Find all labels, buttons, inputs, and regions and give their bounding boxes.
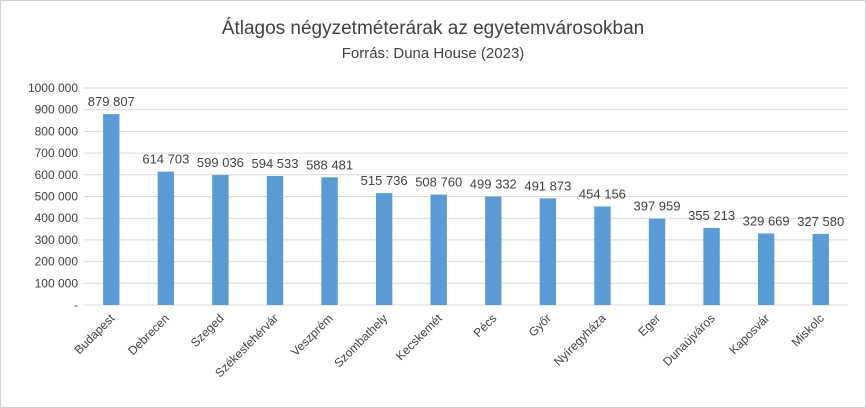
y-tick-label: 900 000 — [35, 103, 79, 117]
bar — [321, 177, 338, 305]
bar — [485, 196, 502, 305]
data-label: 491 873 — [524, 178, 571, 193]
data-label: 397 959 — [634, 199, 681, 214]
chart-subtitle: Forrás: Duna House (2023) — [341, 45, 525, 62]
data-label: 454 156 — [579, 186, 626, 201]
data-label: 515 736 — [361, 173, 408, 188]
data-label: 879 807 — [88, 94, 135, 109]
x-tick-label: Szeged — [188, 311, 227, 350]
bar — [430, 194, 447, 305]
bar — [812, 233, 829, 305]
x-tick-label: Kaposvár — [727, 311, 773, 357]
bar — [703, 227, 720, 305]
y-tick-label: 800 000 — [35, 124, 79, 138]
bar — [539, 198, 557, 305]
data-label: 614 703 — [142, 152, 189, 167]
data-label: 499 332 — [470, 177, 517, 192]
data-label: 508 760 — [415, 175, 462, 190]
x-tick-label: Dunaújváros — [660, 311, 718, 369]
x-tick-label: Szombathely — [331, 311, 390, 370]
x-tick-label: Miskolc — [789, 311, 827, 349]
x-tick-label: Győr — [526, 311, 554, 339]
y-tick-label: 300 000 — [35, 233, 79, 247]
data-label: 355 213 — [688, 208, 735, 223]
bar — [103, 114, 120, 305]
bar — [375, 193, 393, 305]
x-tick-label: Pécs — [471, 311, 500, 340]
bar — [266, 175, 284, 305]
bar — [212, 175, 229, 305]
bar — [157, 171, 175, 305]
data-label: 327 580 — [797, 214, 844, 229]
y-tick-label: 100 000 — [35, 276, 79, 290]
x-tick-label: Nyíregyháza — [551, 311, 609, 369]
data-label: 594 533 — [252, 156, 299, 171]
y-tick-label: 500 000 — [35, 190, 79, 204]
y-tick-label: 700 000 — [35, 146, 79, 160]
y-tick-label: 600 000 — [35, 168, 79, 182]
data-label: 588 481 — [306, 157, 353, 172]
y-tick-label: 200 000 — [35, 255, 79, 269]
y-tick-label: - — [74, 298, 78, 312]
data-label: 329 669 — [743, 213, 790, 228]
x-tick-label: Budapest — [72, 311, 118, 357]
x-tick-label: Eger — [635, 311, 663, 339]
bar — [648, 218, 666, 305]
x-tick-label: Debrecen — [125, 311, 172, 358]
chart-title: Átlagos négyzetméterárak az egyetemváros… — [221, 18, 645, 39]
bar — [594, 206, 611, 305]
y-tick-label: 1000 000 — [28, 81, 78, 95]
data-label: 599 036 — [197, 155, 244, 170]
x-tick-label: Kecskemét — [393, 311, 445, 363]
y-tick-label: 400 000 — [35, 211, 79, 225]
bar — [757, 233, 775, 305]
x-tick-label: Veszprém — [288, 311, 336, 359]
